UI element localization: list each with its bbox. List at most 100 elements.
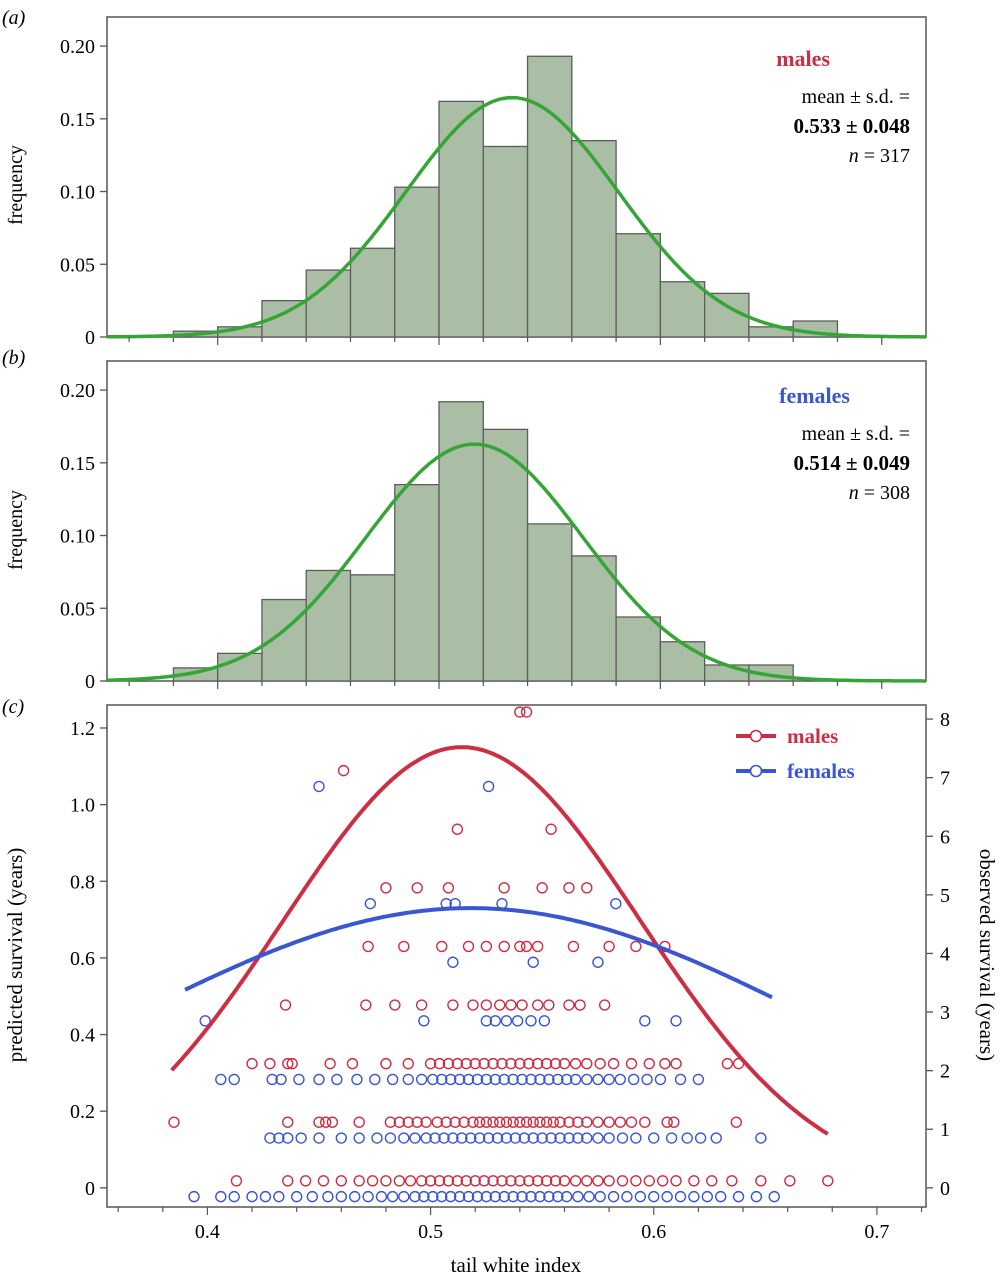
females-observed-point <box>561 1190 573 1203</box>
females-observed-point <box>444 1190 457 1203</box>
females-observed-point <box>592 956 604 968</box>
females-observed-point <box>453 1073 466 1086</box>
panel-c-ytick-left-label: 0.8 <box>70 871 95 893</box>
females-observed-point <box>674 1190 687 1203</box>
panel-c-legend: males females <box>736 724 855 783</box>
males-observed-point <box>516 999 528 1011</box>
females-observed-point <box>561 1073 573 1086</box>
females-observed-point <box>273 1132 285 1144</box>
females-observed-point <box>681 1132 693 1144</box>
legend-females-marker <box>749 764 763 778</box>
panel-c-ytick-right-label: 6 <box>940 826 950 848</box>
males-observed-point <box>404 1175 417 1187</box>
females-observed-point <box>518 1132 531 1144</box>
females-observed-point <box>692 1073 705 1086</box>
males-observed-point <box>246 1057 258 1070</box>
females-observed-point <box>398 1190 410 1203</box>
panel-a-bar <box>305 269 352 338</box>
males-observed-point <box>514 1175 526 1187</box>
panel-c-ytick-left-label: 1.0 <box>70 795 95 817</box>
males-observed-point <box>563 1116 575 1128</box>
males-observed-point <box>473 1116 486 1128</box>
males-observed-point <box>469 1175 481 1187</box>
panel-b-bar <box>703 664 750 682</box>
females-observed-point <box>480 1015 493 1027</box>
males-observed-point <box>668 1116 680 1128</box>
panel-c-axes: 0 0.2 0.4 0.6 0.8 1.0 1.2 0 1 2 3 4 5 6 7 8 0.4 0.5 0.6 0.7 <box>70 709 950 1243</box>
males-observed-point <box>726 1175 738 1187</box>
males-observed-point <box>424 1057 437 1070</box>
males-observed-point <box>264 1057 276 1070</box>
males-observed-point <box>607 1057 620 1070</box>
females-observed-point <box>290 1190 303 1203</box>
panel-b-stats-line2: 0.514 ± 0.049 <box>793 451 910 475</box>
panel-a-ylabel: frequency <box>5 145 27 225</box>
females-observed-point <box>429 1132 441 1144</box>
panel-b-bar <box>615 616 662 682</box>
females-observed-point <box>375 1190 388 1203</box>
females-observed-point <box>674 1073 687 1086</box>
legend-males-marker <box>749 729 763 743</box>
females-observed-point <box>648 1190 660 1203</box>
males-observed-point <box>433 1057 446 1070</box>
males-observed-point <box>643 1175 655 1187</box>
panel-b-n-value: = 308 <box>859 482 910 504</box>
females-observed-point <box>500 1132 513 1144</box>
females-observed-point <box>594 1190 606 1203</box>
males-observed-point <box>581 1175 593 1187</box>
males-observed-point <box>574 999 586 1011</box>
males-observed-point <box>527 1116 539 1128</box>
females-observed-point <box>447 956 459 968</box>
females-observed-point <box>607 1190 620 1203</box>
males-observed-point <box>299 1175 312 1187</box>
males-observed-point <box>670 1175 682 1187</box>
males-observed-point <box>532 940 544 953</box>
legend-females-label: females <box>787 759 855 783</box>
females-observed-point <box>313 780 325 793</box>
males-observed-point <box>520 706 533 718</box>
females-observed-point <box>228 1190 240 1203</box>
panel-a-axes: 0 0.05 0.10 0.15 0.20 <box>60 36 883 349</box>
males-observed-point <box>540 1057 553 1070</box>
panel-c-ytick-right-label: 8 <box>940 709 950 731</box>
females-observed-point <box>552 1073 564 1086</box>
legend-males-label: males <box>787 724 838 748</box>
panel-c-curves <box>170 745 829 1136</box>
males-observed-point <box>614 1116 626 1128</box>
females-observed-point <box>188 1190 200 1203</box>
males-observed-point <box>523 1057 535 1070</box>
males-observed-point <box>480 940 493 953</box>
females-observed-point <box>614 1073 626 1086</box>
females-observed-point <box>462 1190 475 1203</box>
females-observed-point <box>491 1132 504 1144</box>
panel-a-histogram: 0 0.05 0.10 0.15 0.20 frequency males mean ±… <box>5 16 927 349</box>
males-observed-point <box>313 1116 325 1128</box>
males-observed-point <box>496 1175 508 1187</box>
panel-a-bar <box>615 233 662 338</box>
males-observed-point <box>398 940 410 953</box>
panel-c-xlabel: tail white index <box>451 1253 582 1277</box>
females-observed-point <box>444 1073 457 1086</box>
females-observed-point <box>384 1132 397 1144</box>
panel-label-b: (b) <box>2 347 26 369</box>
females-predicted-curve <box>184 906 773 1000</box>
males-observed-point <box>384 1116 397 1128</box>
males-observed-point <box>581 882 593 894</box>
panel-b-ytick-label: 0.05 <box>60 598 95 620</box>
males-observed-point <box>411 1116 423 1128</box>
panel-a-n-value: = 317 <box>859 145 910 167</box>
males-observed-point <box>498 882 510 894</box>
females-observed-point <box>453 1190 466 1203</box>
panel-c-ytick-left-label: 0.6 <box>70 948 95 970</box>
panel-c-ytick-right-label: 1 <box>940 1119 950 1141</box>
males-observed-point <box>436 940 448 953</box>
males-observed-point <box>563 882 575 894</box>
panel-b-bar <box>526 523 573 682</box>
panel-a-bar <box>526 55 573 338</box>
males-observed-point <box>581 1116 593 1128</box>
females-observed-point <box>563 1132 575 1144</box>
panel-a-bar <box>394 186 440 338</box>
females-observed-point <box>552 1190 564 1203</box>
panel-b-bar <box>349 574 396 682</box>
males-observed-point <box>326 1116 339 1128</box>
